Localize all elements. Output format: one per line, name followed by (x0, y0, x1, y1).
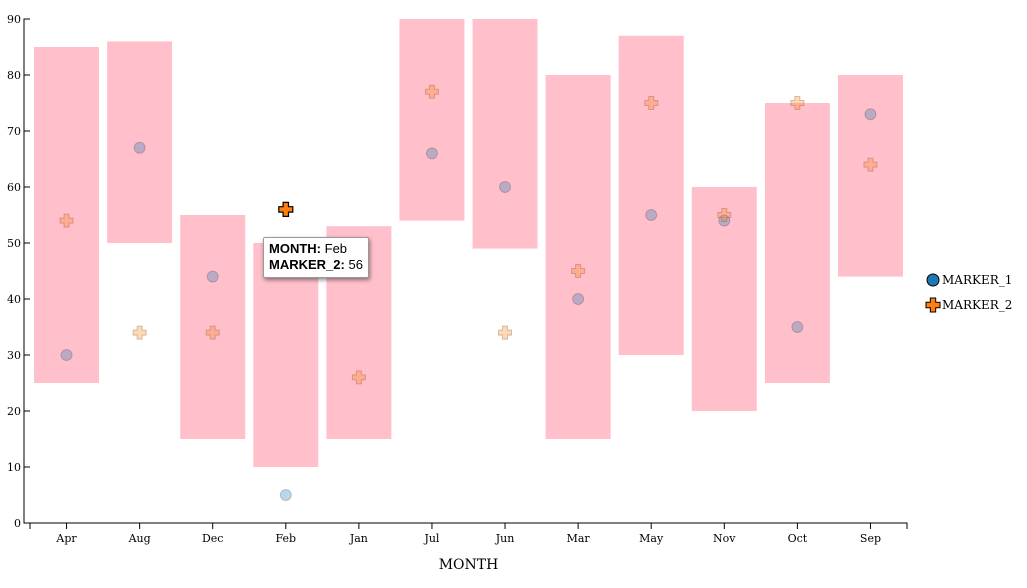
marker-1-point-feb[interactable] (279, 489, 292, 501)
range-bar-feb (253, 243, 319, 467)
marker-1-point-may[interactable] (645, 209, 658, 221)
marker-2-point-jan[interactable] (351, 370, 366, 385)
range-bar-oct (764, 103, 830, 383)
tooltip-month-row: MONTH: Feb (269, 241, 363, 257)
data-points (59, 84, 878, 501)
tooltip-marker-value: 56 (348, 257, 363, 272)
tooltip-month-label: MONTH: (269, 241, 321, 256)
y-tick-label-10: 10 (7, 461, 21, 474)
range-bar-mar (545, 75, 611, 439)
legend-marker-2-icon (925, 297, 941, 313)
range-bar-may (618, 35, 684, 356)
x-tick-label-oct: Oct (788, 532, 808, 545)
y-tick-label-30: 30 (7, 349, 21, 362)
marker-2-point-dec[interactable] (205, 325, 220, 340)
marker-1-point-dec[interactable] (206, 270, 219, 283)
tooltip: MONTH: Feb MARKER_2: 56 (263, 237, 369, 278)
marker-2-point-oct[interactable] (790, 96, 805, 110)
marker-1-point-mar[interactable] (572, 293, 585, 305)
y-tick-label-70: 70 (7, 125, 21, 138)
marker-2-point-may[interactable] (644, 96, 659, 110)
x-tick-label-aug: Aug (128, 532, 151, 545)
marker-1-point-sep[interactable] (864, 108, 877, 121)
y-tick-label-40: 40 (7, 293, 21, 306)
y-tick-label-60: 60 (7, 181, 21, 194)
tooltip-marker-row: MARKER_2: 56 (269, 257, 363, 273)
x-tick-label-nov: Nov (713, 532, 736, 545)
legend-label-2[interactable]: MARKER_2 (942, 298, 1012, 312)
legend: MARKER_1 MARKER_2 (925, 273, 1012, 313)
x-tick-label-jan: Jan (349, 532, 368, 545)
marker-2-point-sep[interactable] (863, 157, 878, 172)
y-tick-label-20: 20 (7, 405, 21, 418)
x-axis-title: MONTH (439, 557, 499, 573)
range-bar-dec (180, 215, 246, 439)
range-bar-apr (34, 47, 100, 383)
range-bar-sep (837, 75, 903, 277)
marker-1-point-aug[interactable] (133, 141, 146, 154)
marker-1-point-jun[interactable] (499, 181, 512, 193)
tooltip-marker-label: MARKER_2: (269, 257, 345, 272)
axes: 0 10 20 30 40 50 60 70 80 90 Apr Aug Dec Feb Jan Jul Jun… (7, 13, 908, 573)
x-tick-label-sep: Sep (860, 532, 881, 545)
marker-2-point-jul[interactable] (424, 84, 439, 99)
range-bar-nov (691, 187, 757, 411)
y-tick-label-0: 0 (14, 517, 21, 530)
x-tick-label-dec: Dec (202, 532, 224, 545)
x-tick-label-jun: Jun (495, 532, 515, 545)
legend-label-1[interactable]: MARKER_1 (942, 273, 1012, 287)
marker-2-point-nov[interactable] (717, 208, 732, 222)
legend-marker-1-icon (926, 273, 940, 287)
range-bar-jun (472, 19, 538, 249)
y-tick-label-90: 90 (7, 13, 21, 26)
x-tick-label-feb: Feb (275, 532, 296, 545)
tooltip-month-value: Feb (324, 241, 348, 256)
y-axis-line (23, 18, 30, 524)
x-tick-label-jul: Jul (423, 532, 439, 545)
x-axis-line (29, 522, 908, 529)
marker-2-point-apr[interactable] (59, 213, 74, 228)
marker-1-point-oct[interactable] (791, 321, 804, 333)
marker-1-point-jul[interactable] (425, 147, 438, 160)
x-tick-label-apr: Apr (55, 532, 77, 545)
marker-2-point-jun[interactable] (498, 325, 513, 340)
marker-1-point-apr[interactable] (60, 349, 73, 361)
range-bar-aug (107, 41, 173, 244)
y-tick-label-80: 80 (7, 69, 21, 82)
marker-2-point-aug[interactable] (132, 325, 147, 340)
marker-2-point-feb[interactable] (278, 201, 294, 217)
range-bar-jul (399, 19, 465, 221)
x-tick-label-mar: Mar (567, 532, 591, 545)
x-tick-label-may: May (639, 532, 664, 545)
y-tick-label-50: 50 (7, 237, 21, 250)
range-bars (34, 19, 903, 467)
marker-2-point-mar[interactable] (571, 264, 586, 278)
marker-1-point-nov[interactable] (718, 214, 731, 227)
